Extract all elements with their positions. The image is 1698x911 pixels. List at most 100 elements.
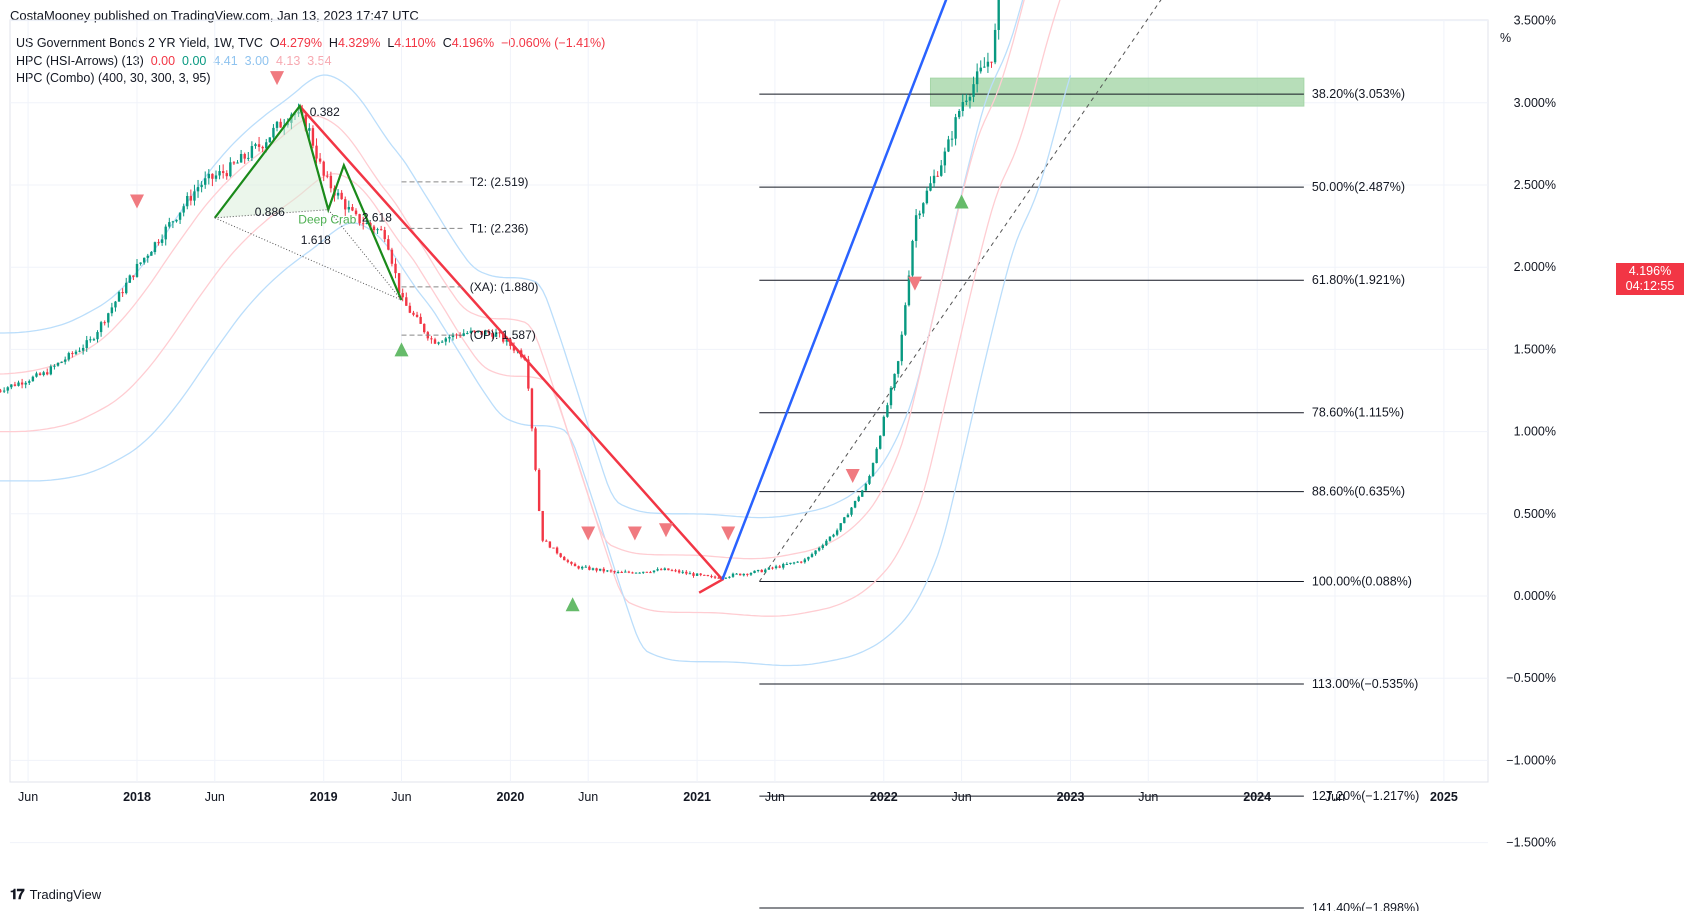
candle-body — [983, 66, 986, 68]
candle-body — [455, 334, 458, 336]
candle-body — [843, 517, 846, 524]
candle-body — [688, 573, 692, 575]
candle-body — [681, 571, 684, 573]
candle-body — [620, 571, 623, 573]
candle-body — [638, 572, 641, 574]
candle-body — [354, 210, 358, 215]
candle-body — [103, 322, 106, 324]
candle-body — [401, 293, 404, 298]
candle-body — [81, 347, 85, 351]
candle-body — [642, 571, 645, 573]
candle-body — [692, 573, 695, 576]
candle-body — [789, 562, 792, 564]
candle-body — [792, 562, 796, 564]
candle-body — [376, 229, 379, 231]
candle-body — [807, 556, 810, 560]
y-tick-label: 0.000% — [1514, 589, 1556, 603]
candle-body — [96, 332, 99, 340]
indicator-value: 4.13 — [275, 53, 301, 68]
band-mid-lower — [0, 0, 1061, 617]
candle-body — [965, 100, 968, 103]
indicator-name: HPC (Combo) (400, 30, 300, 3, 95) — [16, 71, 211, 85]
candle-body — [997, 0, 1000, 30]
candle-body — [534, 428, 537, 470]
candle-body — [879, 435, 882, 449]
candle-body — [405, 297, 408, 306]
candle-body — [756, 569, 760, 571]
tradingview-brand[interactable]: 𝟏𝟕 TradingView — [10, 886, 101, 903]
candle-body — [196, 187, 200, 192]
candle-body — [466, 332, 469, 334]
candle-body — [379, 229, 383, 231]
fib-retracement[interactable]: 0.00%(4.885%)38.20%(3.053%)50.00%(2.487%… — [758, 0, 1419, 911]
pattern-xd — [214, 217, 402, 301]
candle-body — [904, 305, 907, 335]
candle-body — [713, 576, 717, 578]
y-tick-label: 3.000% — [1514, 96, 1556, 110]
candle-body — [361, 223, 365, 225]
zones — [929, 77, 1305, 107]
candle-body — [20, 382, 24, 385]
target-label: (XA): (1.880) — [470, 280, 539, 294]
ohlc-open: O4.279% — [269, 36, 322, 50]
candle-body — [387, 239, 390, 250]
candle-body — [979, 67, 982, 72]
candle-body — [911, 240, 914, 276]
time-axis[interactable]: Jun 2018 Jun 2019 Jun 2020 Jun 2021 Jun 2022 Jun 20… — [18, 790, 1458, 804]
candle-body — [861, 490, 864, 497]
candle-body — [423, 323, 426, 333]
sell-signal-icon — [130, 194, 144, 209]
candle-body — [229, 162, 232, 177]
indicator-row-arrows[interactable]: HPC (HSI-Arrows) (13) 0.00 0.00 4.41 3.0… — [16, 53, 605, 71]
candle-body — [189, 195, 193, 201]
candle-body — [570, 561, 573, 564]
symbol-row[interactable]: US Government Bonds 2 YR Yield, 1W, TVC … — [16, 35, 605, 53]
candle-body — [932, 175, 936, 184]
candle-body — [889, 387, 893, 406]
candle-body — [882, 416, 885, 436]
candle-body — [530, 388, 534, 429]
pattern-bd — [327, 209, 402, 301]
candle-body — [728, 576, 731, 578]
candle-body — [900, 334, 903, 362]
candle-body — [760, 569, 763, 573]
candle-body — [24, 382, 27, 385]
candle-body — [89, 339, 92, 341]
candle-body — [814, 550, 817, 555]
candle-body — [394, 263, 397, 274]
candle-body — [695, 573, 699, 576]
candle-body — [584, 566, 587, 568]
candle-body — [782, 564, 785, 568]
candle-body — [785, 563, 789, 565]
indicator-row-combo[interactable]: HPC (Combo) (400, 30, 300, 3, 95) — [16, 70, 605, 88]
candle-body — [764, 569, 767, 573]
target-label: (OP): 1.587) — [470, 328, 536, 342]
drawings[interactable]: 0.382 0.886 1.618 2.618 Deep Crab T2: (2.519)… — [213, 0, 1021, 594]
candle-body — [207, 173, 211, 179]
x-tick-label: 2018 — [123, 790, 151, 804]
candle-body — [857, 496, 860, 501]
fib-level-label: 38.20%(3.053%) — [1312, 87, 1405, 101]
candle-body — [853, 500, 857, 508]
candle-body — [990, 61, 993, 63]
x-tick-label: Jun — [391, 790, 411, 804]
candle-body — [645, 571, 649, 573]
candle-body — [677, 570, 681, 573]
indicator-value: 0.00 — [182, 53, 207, 68]
candle-body — [232, 162, 236, 164]
candle-body — [476, 330, 480, 332]
candle-body — [835, 530, 839, 535]
candle-body — [545, 540, 548, 542]
price-axis[interactable]: %6.500%6.000%5.500%5.000%4.500%4.000%3.5… — [1500, 0, 1556, 911]
candle-body — [257, 144, 261, 147]
candle-body — [491, 332, 494, 337]
ohlc-low: L4.110% — [387, 36, 436, 50]
candle-body — [717, 577, 720, 579]
candle-body — [552, 547, 555, 549]
y-tick-label: −1.500% — [1506, 836, 1556, 850]
candle-body — [975, 71, 979, 85]
ohlc-change: −0.060% (−1.41%) — [501, 36, 606, 50]
candle-body — [602, 568, 605, 572]
candle-body — [412, 312, 415, 315]
